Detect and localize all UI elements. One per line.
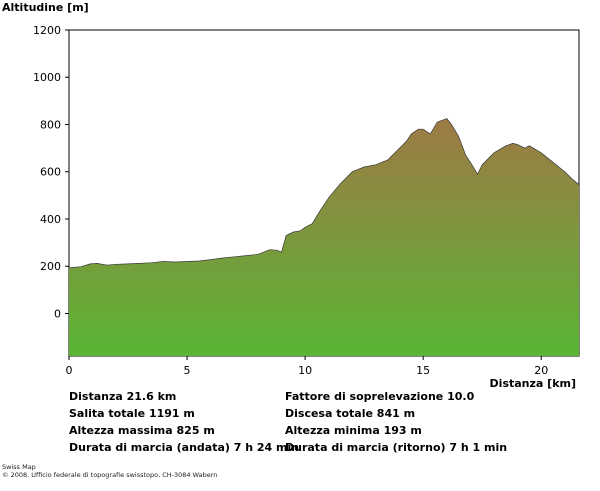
stat-distance: Distanza 21.6 km xyxy=(69,390,177,403)
x-tick-label: 0 xyxy=(66,364,73,377)
stat-total-descent: Discesa totale 841 m xyxy=(285,407,416,420)
y-tick-label: 0 xyxy=(54,307,61,320)
stat-duration-return: Durata di marcia (ritorno) 7 h 1 min xyxy=(285,441,508,454)
y-tick-label: 1200 xyxy=(33,24,61,37)
x-tick-label: 5 xyxy=(184,364,191,377)
y-tick-label: 600 xyxy=(40,166,61,179)
y-axis-ticks: 1200 1000 800 600 400 200 0 xyxy=(33,24,69,320)
y-axis-title: Altitudine [m] xyxy=(2,1,89,14)
x-tick-label: 15 xyxy=(416,364,430,377)
stat-total-ascent: Salita totale 1191 m xyxy=(69,407,195,420)
footer-source: Swiss Map xyxy=(2,463,36,471)
y-tick-label: 400 xyxy=(40,213,61,226)
y-tick-label: 1000 xyxy=(33,71,61,84)
stat-max-altitude: Altezza massima 825 m xyxy=(69,424,215,437)
stat-min-altitude: Altezza minima 193 m xyxy=(285,424,422,437)
x-tick-label: 10 xyxy=(298,364,312,377)
footer-copyright: © 2008. Ufficio federale di topografie s… xyxy=(2,471,218,479)
elevation-area xyxy=(69,118,579,356)
stat-duration-outbound: Durata di marcia (andata) 7 h 24 min xyxy=(69,441,300,454)
elevation-profile-line xyxy=(68,118,580,269)
x-axis-ticks: 0 5 10 15 20 xyxy=(66,356,548,377)
elevation-profile-chart: Altitudine [m] Distanza [km] 12001000800… xyxy=(2,1,580,390)
y-tick-label: 800 xyxy=(40,118,61,131)
y-tick-label: 200 xyxy=(40,260,61,273)
copyright-footer: Swiss Map © 2008. Ufficio federale di to… xyxy=(2,463,217,479)
x-axis-title: Distanza [km] xyxy=(490,377,576,390)
x-tick-label: 20 xyxy=(534,364,548,377)
stat-exaggeration-factor: Fattore di soprelevazione 10.0 xyxy=(285,390,475,403)
